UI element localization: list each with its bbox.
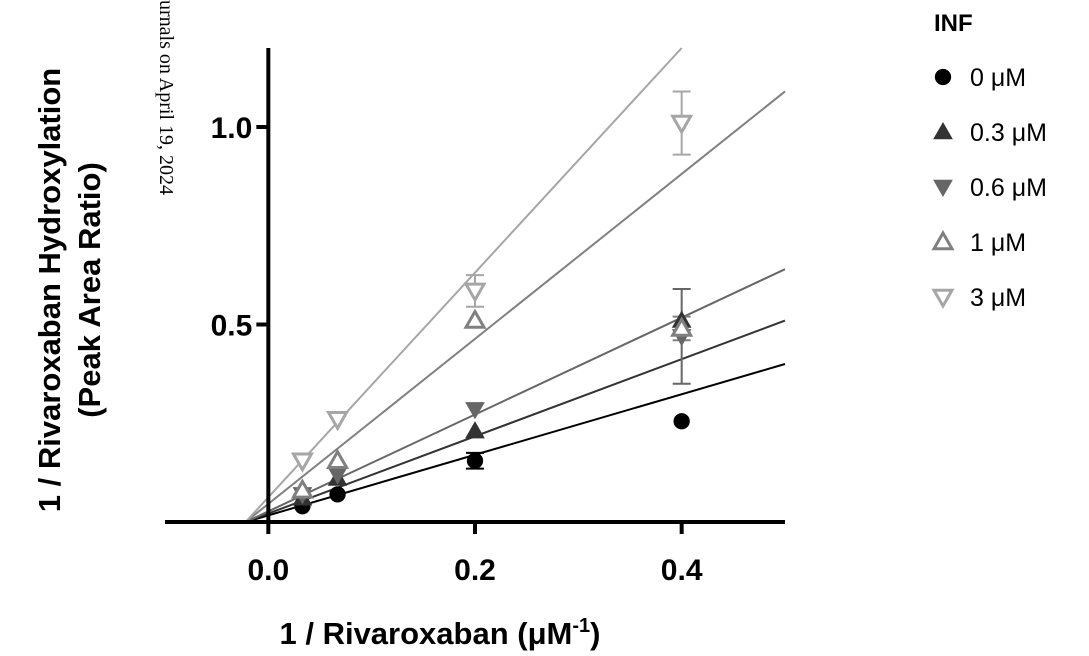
data-point [329,486,346,503]
legend-marker [933,121,953,140]
axes [165,48,785,534]
legend-label: 3 μM [970,284,1026,312]
y-tick-label: 0.5 [211,310,253,343]
fit-line [245,363,786,523]
data-point [325,411,350,432]
error-bars [466,90,691,470]
data-points [290,114,694,515]
data-point [670,114,694,136]
legend-label: 0.3 μM [970,119,1047,147]
data-point [463,282,487,303]
fit-line [244,47,683,523]
legend-label: 0 μM [970,64,1026,92]
x-tick-label: 0.2 [454,554,496,587]
legend-marker [931,288,955,310]
x-axis-title-main: 1 / Rivaroxaban (μM [279,616,572,651]
legend-label: 1 μM [970,229,1026,257]
legend-title: INF [934,10,973,37]
legend-marker [933,179,953,198]
data-point [290,478,315,499]
x-axis-title-suffix: ) [590,616,600,651]
x-axis-title-superscript: -1 [572,615,590,637]
fit-lines [244,47,786,523]
watermark: urnals on April 19, 2024 [155,0,177,195]
y-axis-title-line2: (Peak Area Ratio) [72,162,107,418]
legend-label: 0.6 μM [970,174,1047,202]
x-axis-title: 1 / Rivaroxaban (μM-1) [279,615,600,651]
x-tick-label: 0.4 [661,554,703,587]
legend-marker [931,229,955,251]
y-tick-label: 1.0 [211,112,253,145]
data-point [325,448,350,470]
fit-line [244,90,786,523]
data-point [463,308,487,329]
x-tick-label: 0.0 [247,554,289,587]
y-axis-title-line1: 1 / Rivaroxaban Hydroxylation [32,68,67,512]
data-point [670,316,694,337]
data-point [465,421,485,439]
data-point [290,452,315,473]
data-point [673,413,690,430]
fit-line [245,319,786,523]
data-point [465,402,485,420]
legend-marker [934,68,952,86]
data-point [466,452,484,469]
tick-labels: 0.0 0.2 0.4 0.5 1.0 [211,112,703,587]
legend: INF 0 μM 0.3 μM 0.6 μM 1 μM 3 μM [931,10,1047,312]
